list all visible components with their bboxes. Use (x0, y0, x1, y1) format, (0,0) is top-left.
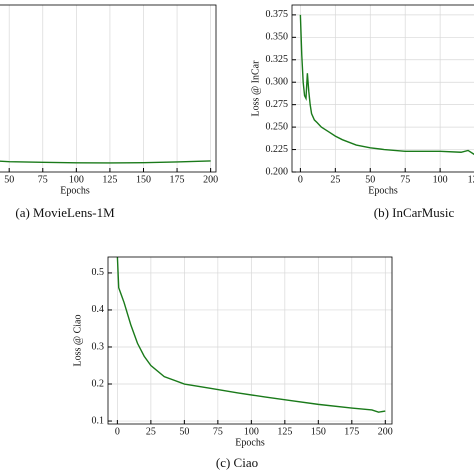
x-axis-label: Epochs (235, 437, 265, 448)
x-tick-label: 200 (203, 174, 218, 185)
x-tick-label: 0 (298, 174, 303, 185)
data-line (0, 160, 211, 164)
plot (108, 257, 392, 424)
plot (0, 5, 211, 172)
x-tick-label: 25 (330, 174, 340, 185)
x-tick-label: 100 (433, 174, 448, 185)
y-tick-label: 0.325 (266, 54, 289, 65)
x-tick-label: 100 (69, 174, 84, 185)
y-tick-label: 0.250 (266, 121, 289, 132)
y-tick-label: 0.4 (92, 304, 105, 315)
x-tick-label: 175 (344, 426, 359, 437)
y-tick-label: 0.5 (92, 267, 105, 278)
x-tick-label: 25 (146, 426, 156, 437)
x-tick-label: 125 (277, 426, 292, 437)
frame (0, 4, 217, 173)
caption: (c) Ciao (216, 455, 258, 470)
x-tick-label: 75 (213, 426, 223, 437)
y-tick-label: 0.200 (266, 166, 289, 177)
x-tick-label: 200 (378, 426, 393, 437)
x-tick-label: 100 (244, 426, 259, 437)
x-tick-label: 125 (468, 174, 474, 185)
plot (292, 5, 474, 172)
x-axis-label: Epochs (368, 185, 398, 196)
x-tick-label: 0 (115, 426, 120, 437)
y-tick-label: 0.375 (266, 9, 289, 20)
y-tick-label: 0.300 (266, 77, 289, 88)
x-tick-label: 50 (365, 174, 375, 185)
x-tick-label: 50 (179, 426, 189, 437)
y-tick-label: 0.275 (266, 99, 289, 110)
x-tick-label: 50 (4, 174, 14, 185)
frame (107, 256, 393, 425)
caption: (a) MovieLens-1M (15, 205, 115, 220)
x-tick-label: 75 (400, 174, 410, 185)
frame (291, 4, 474, 173)
y-tick-label: 0.350 (266, 32, 289, 43)
x-tick-label: 175 (170, 174, 185, 185)
y-tick-label: 0.2 (92, 378, 105, 389)
data-line (116, 257, 386, 413)
x-tick-label: 75 (38, 174, 48, 185)
y-tick-label: 0.1 (92, 415, 105, 426)
x-tick-label: 150 (136, 174, 151, 185)
x-tick-label: 125 (102, 174, 117, 185)
x-tick-label: 150 (311, 426, 326, 437)
caption: (b) InCarMusic (374, 205, 455, 220)
y-axis-label: Loss @ Ciao (72, 315, 83, 367)
y-tick-label: 0.225 (266, 144, 289, 155)
y-tick-label: 0.3 (92, 341, 105, 352)
x-axis-label: Epochs (60, 185, 90, 196)
data-line (299, 14, 474, 156)
y-axis-label: Loss @ InCar (250, 60, 261, 117)
